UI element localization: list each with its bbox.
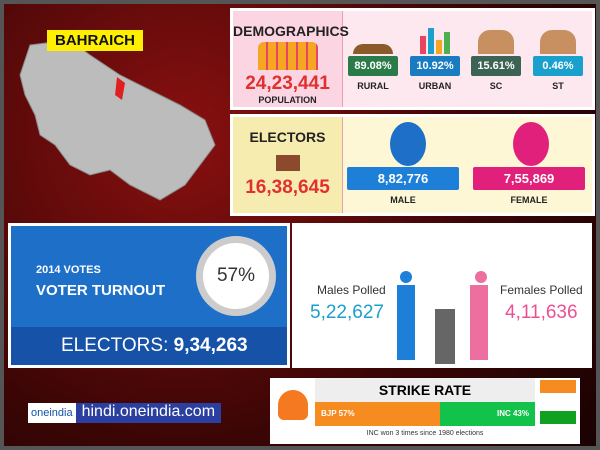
stat-st: 0.46% ST (533, 26, 583, 91)
turnout-title: VOTER TURNOUT (36, 282, 166, 299)
male-label: MALE (390, 195, 416, 205)
males-polled-value: 5,22,627 (310, 302, 384, 323)
demographics-panel: DEMOGRAPHICS 24,23,441 POPULATION 89.08%… (230, 8, 595, 110)
polled-panel: Males Polled 5,22,627 Females Polled 4,1… (292, 223, 592, 368)
farm-icon (348, 26, 398, 54)
people-icon (257, 42, 318, 70)
strike-rate-title: STRIKE RATE (315, 378, 535, 402)
males-polled-label: Males Polled (317, 283, 386, 297)
group-icon (471, 26, 521, 54)
male-avatar-icon (390, 122, 426, 166)
turnout-percent: 57% (196, 236, 276, 316)
bahraich-highlight (115, 77, 125, 100)
group-icon (533, 26, 583, 54)
uttar-pradesh-map (19, 39, 216, 201)
inc-bar: INC 43% (440, 402, 535, 426)
oneindia-logo: oneindia hindi.oneindia.com (28, 403, 222, 423)
female-value: 7,55,869 (473, 167, 585, 190)
population-label: POPULATION (258, 95, 317, 105)
year-label: 2014 VOTES (36, 264, 101, 276)
strike-rate-bar: BJP 57% INC 43% (315, 402, 535, 426)
female-label: FEMALE (510, 195, 548, 205)
city-icon (410, 26, 460, 54)
site-url[interactable]: hindi.oneindia.com (75, 403, 222, 423)
stat-sc: 15.61% SC (471, 26, 521, 91)
ballot-box-icon (275, 155, 300, 171)
congress-hand-icon (540, 380, 576, 424)
voter-turnout-panel: 2014 VOTES VOTER TURNOUT 57% ELECTORS: 9… (8, 223, 290, 368)
females-polled-value: 4,11,636 (505, 302, 578, 323)
male-value: 8,82,776 (347, 167, 459, 190)
stat-urban: 10.92% URBAN (410, 26, 460, 91)
demographics-title: DEMOGRAPHICS (233, 23, 349, 39)
females-polled-label: Females Polled (500, 283, 583, 297)
strike-rate-panel: STRIKE RATE BJP 57% INC 43% INC won 3 ti… (270, 378, 580, 444)
electors-panel: ELECTORS 16,38,645 8,82,776 MALE 7,55,86… (230, 114, 595, 216)
stat-rural: 89.08% RURAL (348, 26, 398, 91)
electors-title: ELECTORS (249, 129, 326, 145)
electors-total: 16,38,645 (245, 177, 330, 198)
voting-people-icon (397, 271, 488, 364)
district-title: BAHRAICH (47, 30, 143, 51)
electors-polled: ELECTORS: 9,34,263 (11, 327, 287, 365)
bjp-bar: BJP 57% (315, 402, 441, 426)
bjp-lotus-icon (278, 390, 308, 420)
population-value: 24,23,441 (245, 73, 330, 94)
female-avatar-icon (513, 122, 549, 166)
strike-rate-note: INC won 3 times since 1980 elections (366, 430, 484, 437)
